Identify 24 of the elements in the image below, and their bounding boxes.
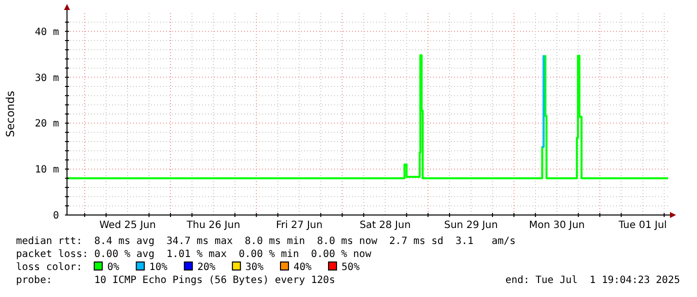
x-tick-label: Fri 27 Jun <box>276 220 323 231</box>
text: probe: 10 ICMP Echo Pings (56 Bytes) every 120s <box>16 275 336 286</box>
y-axis-title: Seconds <box>4 90 17 138</box>
legend-label: 0% <box>107 262 120 273</box>
legend-label: 50% <box>342 262 360 273</box>
text: packet loss: 0.00 % avg 1.01 % max 0.00 % min 0.00 % now <box>16 249 372 260</box>
legend-label: 40% <box>293 262 312 273</box>
x-tick-label: Thu 26 Jun <box>186 220 240 231</box>
legend-label: 10% <box>149 262 168 273</box>
text: median rtt: 8.4 ms avg 34.7 ms max 8.0 ms min 8.0 ms now 2.7 ms sd 3.1 am/s <box>16 236 516 247</box>
y-tick-label: 0 <box>52 210 59 222</box>
y-tick-label: 20 m <box>34 118 59 130</box>
x-tick-label: Wed 25 Jun <box>99 220 156 231</box>
x-tick-label: Mon 30 Jun <box>528 220 585 231</box>
text: end: Tue Jul 1 19:04:23 2025 <box>505 275 680 286</box>
y-tick-label: 10 m <box>34 164 59 176</box>
y-tick-label: 40 m <box>34 26 59 38</box>
legend-label: 30% <box>245 262 264 273</box>
y-tick-label: 30 m <box>34 72 59 84</box>
x-tick-label: Sat 28 Jun <box>360 220 411 231</box>
x-tick-label: Tue 01 Jul <box>618 220 667 231</box>
legend-title: loss color: <box>16 262 82 273</box>
x-tick-label: Sun 29 Jun <box>444 220 498 231</box>
legend-label: 20% <box>197 262 216 273</box>
